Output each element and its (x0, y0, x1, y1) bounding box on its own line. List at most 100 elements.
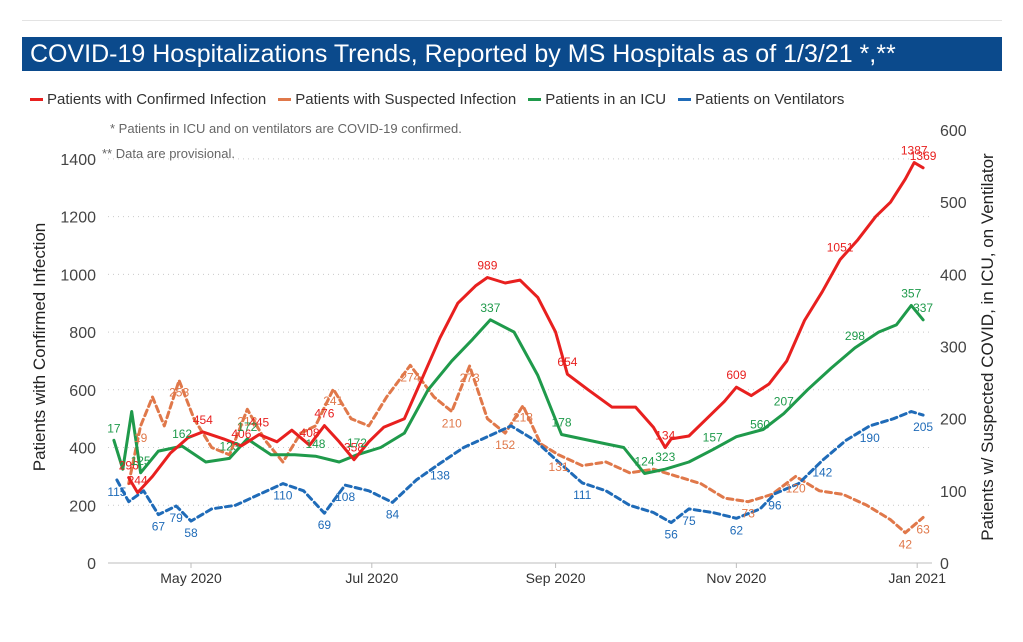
legend-label-confirmed: Patients with Confirmed Infection (47, 90, 267, 108)
data-label: 296 (119, 459, 139, 473)
data-label: 58 (184, 526, 198, 540)
data-label: 96 (768, 499, 782, 513)
x-tick-label: Nov 2020 (706, 570, 766, 586)
data-label: 476 (314, 407, 334, 421)
data-label: 357 (901, 286, 921, 300)
data-label: 152 (495, 438, 515, 452)
data-label: 84 (386, 507, 400, 521)
legend-label-vent: Patients on Ventilators (695, 90, 845, 108)
legend-swatch-vent (678, 97, 692, 101)
data-label: 56 (664, 528, 678, 542)
chart-title: COVID-19 Hospitalizations Trends, Report… (22, 37, 1002, 71)
data-label: 157 (703, 431, 723, 445)
data-label: 178 (551, 416, 571, 430)
data-label: 989 (477, 259, 497, 273)
data-label: 75 (682, 514, 696, 528)
data-label: 210 (442, 416, 462, 430)
data-label: 17 (107, 421, 121, 435)
data-label: 190 (860, 431, 880, 445)
series-line-vent (115, 410, 925, 525)
data-label: 1369 (910, 149, 937, 163)
y-tick-label-left: 1200 (60, 210, 96, 227)
legend-swatch-confirmed (30, 97, 43, 101)
data-label: 358 (344, 441, 364, 455)
y-tick-label-right: 600 (940, 123, 967, 140)
note-icu-vent: * Patients in ICU and on ventilators are… (110, 121, 462, 136)
y-tick-label-right: 400 (940, 267, 967, 284)
data-label: 218 (513, 411, 533, 425)
data-label: 253 (169, 385, 189, 399)
y-tick-label-right: 100 (940, 484, 967, 501)
legend-item-icu: Patients in an ICU (528, 91, 666, 108)
data-label: 63 (916, 523, 930, 537)
y-tick-label-right: 0 (940, 556, 949, 573)
data-label: 124 (634, 455, 654, 469)
data-label: 73 (742, 507, 756, 521)
y-tick-label-left: 200 (69, 498, 96, 515)
data-label: 138 (430, 468, 450, 482)
data-label: 274 (400, 370, 420, 384)
y-tick-label-left: 600 (69, 383, 96, 400)
data-label: 654 (557, 355, 577, 369)
data-label: 19 (134, 431, 148, 445)
data-label: 162 (172, 427, 192, 441)
data-label: 110 (273, 489, 292, 503)
legend-swatch-suspected (278, 97, 292, 101)
data-label: 79 (169, 511, 183, 525)
data-label: 1051 (827, 241, 854, 255)
data-label: 298 (845, 329, 865, 343)
data-label: 241 (323, 394, 343, 408)
data-label: 115 (107, 485, 126, 499)
legend-label-icu: Patients in an ICU (545, 90, 667, 108)
data-label: 454 (193, 413, 213, 427)
data-label: 406 (231, 427, 251, 441)
data-label: 1387 (901, 144, 928, 158)
data-label: 205 (913, 420, 933, 434)
data-label: 131 (549, 460, 569, 474)
legend-item-confirmed: Patients with Confirmed Infection (30, 91, 266, 108)
top-divider (22, 20, 1002, 21)
data-label: 244 (128, 474, 148, 488)
legend-item-suspected: Patients with Suspected Infection (278, 91, 516, 108)
data-label: 323 (655, 450, 675, 464)
y-tick-label-right: 200 (940, 412, 967, 429)
data-label: 337 (480, 301, 500, 315)
data-label: 123 (220, 439, 240, 453)
y-tick-label-left: 0 (87, 556, 96, 573)
data-label: 337 (913, 301, 933, 315)
x-tick-label: Jan 2021 (888, 570, 946, 586)
data-label: 134 (655, 429, 675, 443)
data-label: 560 (750, 418, 770, 432)
data-label: 125 (131, 454, 151, 468)
data-label: 142 (812, 466, 832, 480)
legend-swatch-icu (528, 97, 542, 101)
chart-legend: Patients with Confirmed Infection Patien… (30, 88, 856, 110)
data-label: 207 (774, 395, 794, 409)
y-tick-label-left: 1400 (60, 152, 96, 169)
y-tick-label-left: 400 (69, 441, 96, 458)
x-tick-label: Jul 2020 (345, 570, 398, 586)
series-line-icu (112, 303, 925, 475)
data-label: 108 (335, 490, 355, 504)
x-tick-label: May 2020 (160, 570, 222, 586)
note-provisional: ** Data are provisional. (102, 146, 235, 161)
data-label: 120 (786, 481, 806, 495)
y-tick-label-left: 800 (69, 325, 96, 342)
data-label: 408 (300, 426, 320, 440)
data-label: 111 (573, 488, 592, 502)
y-tick-label-right: 500 (940, 195, 967, 212)
data-label: 172 (237, 420, 257, 434)
data-label: 172 (347, 436, 367, 450)
x-tick-label: Sep 2020 (526, 570, 586, 586)
data-label: 213 (237, 414, 257, 428)
data-label: 67 (152, 520, 166, 534)
data-label: 69 (318, 518, 332, 532)
data-label: 273 (460, 371, 480, 385)
data-label: 62 (730, 523, 744, 537)
data-label: 609 (726, 368, 746, 382)
data-label: 42 (899, 538, 913, 552)
data-label: 148 (305, 437, 325, 451)
legend-item-vent: Patients on Ventilators (678, 91, 844, 108)
data-label: 445 (249, 416, 269, 430)
